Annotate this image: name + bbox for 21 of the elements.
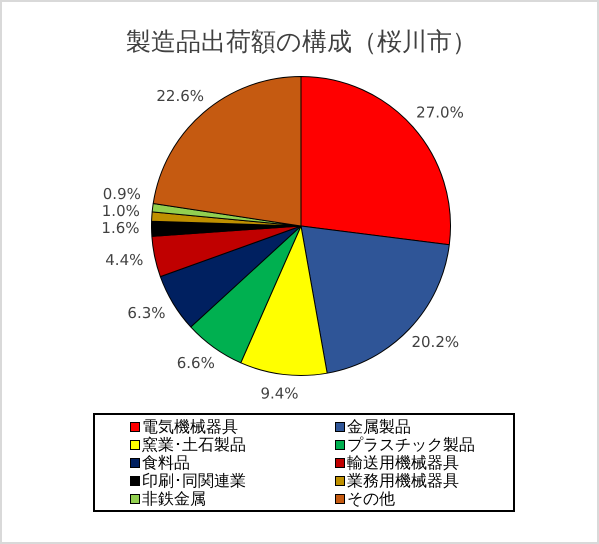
legend-label: 電気機械器具 <box>142 417 238 436</box>
data-label: 1.6% <box>101 219 140 238</box>
legend-label: 印刷･同関連業 <box>142 471 246 490</box>
data-label: 20.2% <box>411 333 460 352</box>
legend-label: その他 <box>347 489 395 508</box>
data-label: 27.0% <box>416 103 464 122</box>
chart-title: 製造品出荷額の構成（桜川市） <box>125 26 478 58</box>
legend-label: 輸送用機械器具 <box>347 453 459 472</box>
legend-label: プラスチック製品 <box>347 435 475 454</box>
legend-label: 金属製品 <box>347 417 411 436</box>
data-label: 4.4% <box>105 250 144 269</box>
data-label: 1.0% <box>102 202 140 220</box>
legend-label: 食料品 <box>142 453 190 472</box>
data-label: 6.3% <box>127 304 166 322</box>
data-label: 0.9% <box>102 185 141 204</box>
data-label: 6.6% <box>176 354 215 372</box>
data-label: 9.4% <box>260 384 299 403</box>
legend-label: 業務用機械器具 <box>347 471 459 490</box>
legend-label: 窯業･土石製品 <box>142 435 246 454</box>
data-label: 22.6% <box>156 86 204 105</box>
legend-label: 非鉄金属 <box>142 489 206 508</box>
